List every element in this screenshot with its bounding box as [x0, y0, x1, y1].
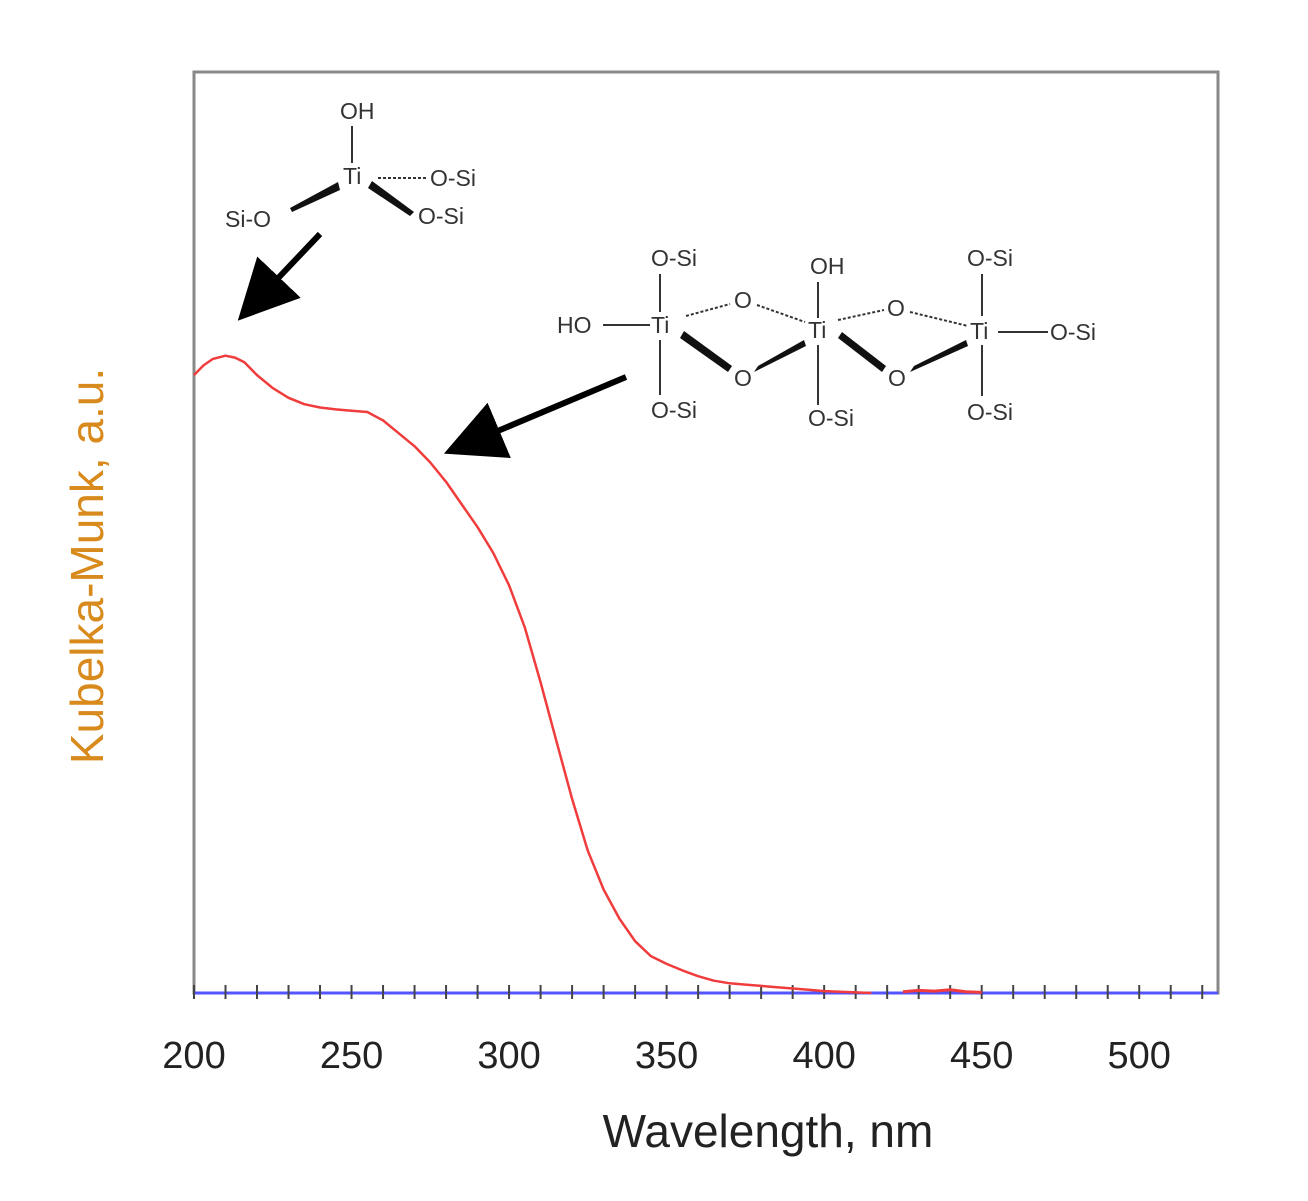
structure-b-oh-top: OH: [810, 253, 845, 279]
structure-b-osi-top-left: O-Si: [651, 245, 697, 271]
x-tick-label: 500: [1108, 1035, 1171, 1077]
x-axis-title: Wavelength, nm: [603, 1105, 934, 1157]
series-group: [193, 354, 982, 995]
structure-b-osi-top-right: O-Si: [967, 245, 1013, 271]
structure-a-ti: Ti: [343, 163, 361, 189]
structure-b-wedge: [680, 331, 732, 372]
x-tick-label: 200: [162, 1035, 225, 1077]
structure-b-osi-bottom-left: O-Si: [651, 397, 697, 423]
structure-b-osi-right: O-Si: [1050, 319, 1096, 345]
structure-b-osi-bottom-right: O-Si: [967, 399, 1013, 425]
plot-frame: [192, 70, 1220, 995]
x-tick-label: 300: [477, 1035, 540, 1077]
structure-b-wedge: [754, 340, 806, 372]
structure-b-wedge: [838, 332, 886, 372]
structure-b-bond: [909, 311, 969, 327]
structure-b-ti-center: Ti: [808, 317, 826, 343]
series-line: [193, 354, 872, 995]
structure-a-oh: OH: [340, 98, 375, 124]
structure-b-o-bottom-right: O: [888, 365, 906, 391]
structure-b-wedge: [910, 340, 968, 372]
structure-b-annotation: O-Si OH O-Si HO Ti O Ti O Ti O-Si O O O-…: [557, 245, 1096, 431]
structure-b-bond: [837, 309, 885, 321]
x-axis-minor-ticks: [193, 985, 1204, 999]
structure-a-sio: Si-O: [225, 206, 271, 232]
structure-b-ho: HO: [557, 312, 592, 338]
x-tick-label: 400: [792, 1035, 855, 1077]
structure-a-osi-lower: O-Si: [418, 203, 464, 229]
arrow-to-shoulder: [443, 374, 628, 459]
structure-b-ti-left: Ti: [651, 312, 669, 338]
series-line: [902, 988, 982, 994]
structure-b-o-bottom-left: O: [734, 365, 752, 391]
structure-a-wedge: [368, 181, 414, 216]
structure-a-annotation: OH Ti O-Si Si-O O-Si: [225, 98, 476, 232]
structure-a-osi-right: O-Si: [430, 165, 476, 191]
x-tick-label: 250: [320, 1035, 383, 1077]
arrow-to-first-peak: [237, 231, 323, 321]
structure-b-o-top-left: O: [734, 287, 752, 313]
structure-b-osi-bottom-center: O-Si: [808, 405, 854, 431]
x-tick-label: 350: [635, 1035, 698, 1077]
structure-b-o-top-right: O: [887, 295, 905, 321]
structure-b-bond: [685, 303, 731, 317]
x-tick-label: 450: [950, 1035, 1013, 1077]
x-axis-tick-labels: 200 250 300 350 400 450 500: [162, 1035, 1171, 1077]
y-axis-title: Kubelka-Munk, a.u.: [61, 368, 113, 764]
structure-b-bond: [756, 304, 806, 323]
structure-a-wedge: [290, 182, 340, 212]
structure-b-ti-right: Ti: [970, 318, 988, 344]
